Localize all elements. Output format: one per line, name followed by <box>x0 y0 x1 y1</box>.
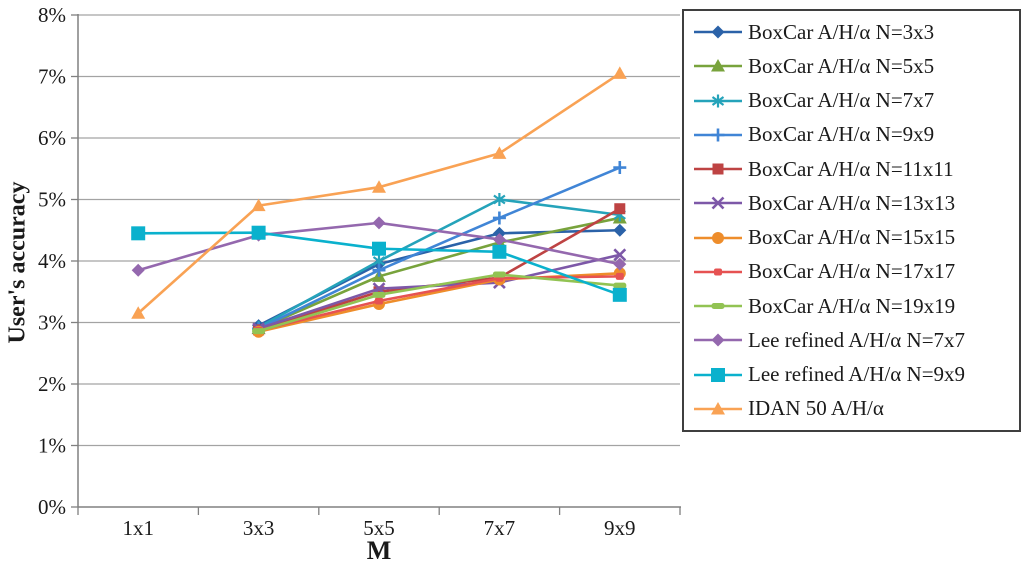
legend-label: BoxCar A/H/α N=9x9 <box>748 122 935 147</box>
legend-item: Lee refined A/H/α N=7x7 <box>692 328 1019 353</box>
legend-label: Lee refined A/H/α N=7x7 <box>748 327 966 352</box>
y-tick-label: 6% <box>38 126 66 150</box>
legend-marker-icon <box>694 196 742 210</box>
legend-marker-icon <box>694 268 742 276</box>
series-12 <box>131 66 627 319</box>
legend-label: BoxCar A/H/α N=13x13 <box>748 190 956 215</box>
legend-item: BoxCar A/H/α N=17x17 <box>692 259 1019 284</box>
legend-label: BoxCar A/H/α N=17x17 <box>748 259 956 284</box>
legend-item: BoxCar A/H/α N=7x7 <box>692 88 1019 113</box>
legend-item: BoxCar A/H/α N=19x19 <box>692 294 1019 319</box>
legend-box: BoxCar A/H/α N=3x3 BoxCar A/H/α N=5x5 BoxC… <box>682 9 1021 432</box>
legend-item: BoxCar A/H/α N=15x15 <box>692 225 1019 250</box>
y-tick-label: 8% <box>38 3 66 27</box>
legend-marker-icon <box>694 25 742 39</box>
legend-label: BoxCar A/H/α N=11x11 <box>748 156 954 181</box>
legend-marker-icon <box>694 59 742 72</box>
legend-item: BoxCar A/H/α N=11x11 <box>692 157 1019 182</box>
legend-label: BoxCar A/H/α N=5x5 <box>748 53 935 78</box>
legend-marker-icon <box>694 94 742 108</box>
y-tick-label: 7% <box>38 65 66 89</box>
y-tick-label: 1% <box>38 434 66 458</box>
x-tick-label: 9x9 <box>604 516 636 540</box>
x-tick-label: 5x5 <box>363 516 395 540</box>
legend-marker-icon <box>694 128 742 142</box>
legend-label: BoxCar A/H/α N=15x15 <box>748 225 956 250</box>
legend-label: BoxCar A/H/α N=19x19 <box>748 293 956 318</box>
legend-label: Lee refined A/H/α N=9x9 <box>748 362 966 387</box>
legend-marker-icon <box>694 303 742 310</box>
legend-marker-icon <box>694 163 742 175</box>
y-tick-label: 4% <box>38 249 66 273</box>
legend-marker-icon <box>694 367 742 382</box>
y-tick-label: 5% <box>38 188 66 212</box>
x-tick-label: 1x1 <box>122 516 154 540</box>
x-tick-label: 7x7 <box>484 516 516 540</box>
y-tick-label: 2% <box>38 372 66 396</box>
series-10 <box>131 216 627 277</box>
y-tick-label: 0% <box>38 495 66 519</box>
legend-item: IDAN 50 A/H/α <box>692 396 1019 421</box>
legend-item: BoxCar A/H/α N=13x13 <box>692 191 1019 216</box>
legend-marker-icon <box>694 401 742 415</box>
x-axis-ticks: 1x1 3x3 5x5 7x7 9x9 <box>77 507 681 540</box>
legend-marker-icon <box>694 231 742 244</box>
series-11 <box>131 225 627 302</box>
legend-label: IDAN 50 A/H/α <box>748 396 884 421</box>
legend-item: BoxCar A/H/α N=5x5 <box>692 54 1019 79</box>
legend-item: BoxCar A/H/α N=9x9 <box>692 122 1019 147</box>
y-tick-label: 3% <box>38 311 66 335</box>
y-axis-title: User's accuracy <box>4 181 31 344</box>
legend-label: BoxCar A/H/α N=3x3 <box>748 19 935 44</box>
legend-marker-icon <box>694 333 742 347</box>
gridlines: 0% 1% 2% 3% 4% 5% 6% 7% 8% <box>38 3 680 519</box>
legend-label: BoxCar A/H/α N=7x7 <box>748 88 935 113</box>
legend-item: BoxCar A/H/α N=3x3 <box>692 20 1019 45</box>
series-9 <box>252 271 627 335</box>
x-axis-title: M <box>366 536 392 565</box>
x-tick-label: 3x3 <box>243 516 275 540</box>
legend-item: Lee refined A/H/α N=9x9 <box>692 362 1019 387</box>
